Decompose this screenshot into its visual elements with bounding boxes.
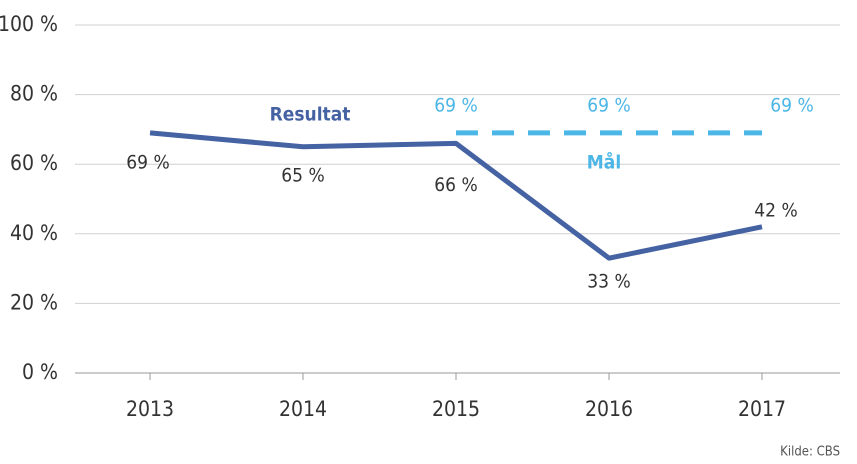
data-label: 69 % [434, 94, 477, 116]
data-label: 66 % [434, 174, 477, 196]
y-tick-label: 0 % [22, 360, 58, 384]
x-tick-label: 2017 [738, 397, 786, 421]
y-tick-label: 80 % [10, 82, 58, 106]
y-tick-label: 20 % [10, 290, 58, 314]
series-label: Mål [587, 150, 621, 174]
source: Kilde: CBS [780, 445, 840, 460]
x-tick-label: 2016 [585, 397, 633, 421]
y-tick-label: 60 % [10, 151, 58, 175]
data-label: 33 % [587, 271, 630, 293]
data-label: 69 % [126, 151, 169, 173]
x-tick-label: 2013 [126, 397, 174, 421]
x-tick-label: 2015 [432, 397, 480, 421]
data-label: 65 % [281, 164, 324, 186]
series-label: Resultat [270, 104, 351, 126]
y-tick-label: 100 % [0, 12, 58, 36]
data-label: 69 % [587, 94, 630, 116]
x-tick-label: 2014 [279, 397, 327, 421]
data-label: 42 % [754, 199, 797, 221]
y-tick-label: 40 % [10, 221, 58, 245]
data-label: 69 % [770, 94, 813, 116]
series-line [149, 130, 763, 261]
